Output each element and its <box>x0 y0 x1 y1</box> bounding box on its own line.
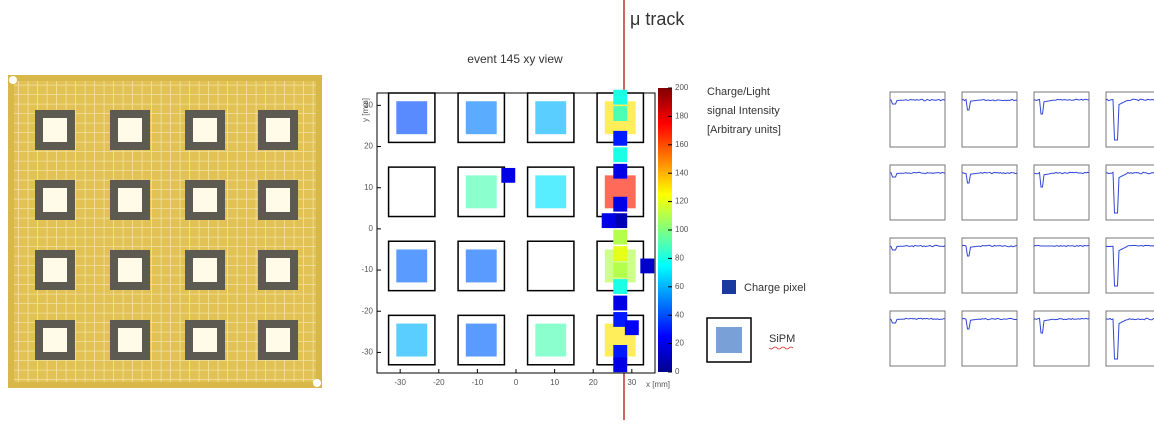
sipm-signal <box>535 175 566 208</box>
charge-pixel <box>613 279 627 294</box>
pcb-sipm-window <box>118 328 142 352</box>
x-tick-label: -20 <box>433 378 445 387</box>
colorbar-label: [Arbitrary units] <box>707 124 781 136</box>
charge-pixel <box>640 259 654 274</box>
charge-pixel <box>613 164 627 179</box>
y-tick-label: 30 <box>364 100 373 109</box>
sipm-signal <box>396 101 427 134</box>
colorbar-tick-label: 180 <box>675 112 689 121</box>
pcb-sipm-window <box>266 258 290 282</box>
legend-label: Charge pixel <box>744 282 806 294</box>
charge-pixel <box>613 357 627 372</box>
x-tick-label: -10 <box>472 378 484 387</box>
pcb-sipm-window <box>266 328 290 352</box>
charge-pixel <box>613 263 627 278</box>
pcb-sipm-window <box>43 118 67 142</box>
charge-pixel <box>613 106 627 121</box>
colorbar-tick-label: 80 <box>675 254 684 263</box>
sipm-signal <box>466 324 497 357</box>
pcb-sipm-window <box>193 118 217 142</box>
pcb-sipm-window <box>118 118 142 142</box>
y-tick-label: 0 <box>369 224 374 233</box>
charge-pixel <box>625 320 639 335</box>
pcb-sipm-window <box>118 188 142 212</box>
pcb-sipm-window <box>193 328 217 352</box>
x-axis-label: x [mm] <box>646 380 670 389</box>
sipm-signal <box>466 175 497 208</box>
charge-pixel <box>613 230 627 245</box>
plot-title: event 145 xy view <box>467 52 563 66</box>
charge-pixel <box>613 197 627 212</box>
colorbar-tick-label: 60 <box>675 282 684 291</box>
sipm-signal <box>396 175 427 208</box>
charge-pixel <box>613 131 627 146</box>
pcb-hole <box>9 76 17 84</box>
xy-plot <box>377 90 655 373</box>
waveform-grid <box>890 92 1154 366</box>
pcb-hole <box>313 379 321 387</box>
y-tick-label: -20 <box>361 306 373 315</box>
colorbar-tick-label: 0 <box>675 367 680 376</box>
y-tick-label: -30 <box>361 348 373 357</box>
spell-underline <box>769 347 793 349</box>
y-tick-label: 10 <box>364 183 373 192</box>
pcb-sipm-window <box>193 188 217 212</box>
x-tick-label: 30 <box>627 378 636 387</box>
colorbar-tick-label: 200 <box>675 83 689 92</box>
colorbar-tick-label: 160 <box>675 140 689 149</box>
sipm-signal <box>466 249 497 282</box>
sipm-signal <box>466 101 497 134</box>
colorbar-tick-label: 140 <box>675 168 689 177</box>
pcb-sipm-window <box>43 328 67 352</box>
sipm-signal <box>396 249 427 282</box>
colorbar-tick-label: 20 <box>675 339 684 348</box>
colorbar-tick-label: 120 <box>675 197 689 206</box>
pcb-sipm-window <box>118 258 142 282</box>
pcb-photo <box>8 75 322 388</box>
figure: event 145 xy view μ track x [mm] y [mm] … <box>0 0 1154 425</box>
track-label: μ track <box>630 9 685 29</box>
x-tick-label: -30 <box>394 378 406 387</box>
charge-pixel <box>613 90 627 105</box>
legend-swatch <box>716 327 742 353</box>
colorbar-tick-label: 40 <box>675 310 684 319</box>
x-tick-label: 0 <box>514 378 519 387</box>
legend-label: SiPM <box>769 333 795 345</box>
y-tick-label: -10 <box>361 265 373 274</box>
charge-pixel <box>602 213 616 228</box>
sipm-signal <box>535 324 566 357</box>
colorbar-tick-label: 100 <box>675 225 689 234</box>
x-tick-label: 10 <box>550 378 559 387</box>
pcb-sipm-window <box>193 258 217 282</box>
x-tick-label: 20 <box>589 378 598 387</box>
pcb-sipm-window <box>266 118 290 142</box>
sipm-signal <box>535 249 566 282</box>
charge-pixel <box>613 246 627 261</box>
charge-pixel <box>613 147 627 162</box>
colorbar-label: signal Intensity <box>707 105 780 117</box>
pcb-sipm-window <box>43 188 67 212</box>
sipm-signal <box>396 324 427 357</box>
colorbar-label: Charge/Light <box>707 86 770 98</box>
y-tick-label: 20 <box>364 142 373 151</box>
pcb-sipm-window <box>43 258 67 282</box>
legend-swatch <box>722 280 736 294</box>
charge-pixel <box>613 296 627 311</box>
charge-pixel <box>501 168 515 183</box>
sipm-signal <box>535 101 566 134</box>
pcb-sipm-window <box>266 188 290 212</box>
